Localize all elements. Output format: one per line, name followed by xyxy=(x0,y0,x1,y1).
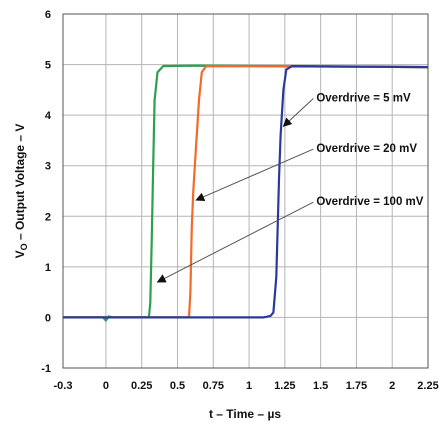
series-line-3 xyxy=(63,65,429,319)
y-tick-label: 4 xyxy=(45,110,52,122)
series-line-2 xyxy=(63,65,429,319)
y-tick-label: -1 xyxy=(41,363,51,375)
annotation-label: Overdrive = 20 mV xyxy=(316,143,417,155)
y-tick-label: 3 xyxy=(45,161,51,173)
x-tick-label: -0.3 xyxy=(54,380,73,392)
plot-area xyxy=(63,14,428,368)
y-tick-labels: -1 0 1 2 3 4 5 6 xyxy=(41,9,52,375)
x-tick-label: 0.25 xyxy=(131,380,152,392)
annotation-arrow xyxy=(195,148,314,201)
x-tick-label: 1 xyxy=(246,380,252,392)
x-axis-title: t – Time – µs xyxy=(209,407,281,421)
y-tick-label: 6 xyxy=(45,9,51,21)
y-tick-label: 0 xyxy=(45,312,51,324)
plot-frame xyxy=(62,13,429,369)
x-tick-label: 2 xyxy=(389,380,395,392)
y-axis-title-main: V xyxy=(13,250,27,258)
series-group xyxy=(63,64,429,322)
x-tick-label: 0.75 xyxy=(203,380,224,392)
x-tick-labels: -0.3 0 0.25 0.5 0.75 1 1.25 1.5 1.75 2 2.25 xyxy=(54,380,439,392)
x-tick-label: 0 xyxy=(103,380,109,392)
y-axis-title-rest: – Output Voltage – V xyxy=(13,124,27,244)
y-axis-title-sub: O xyxy=(19,243,29,250)
annotation-arrow xyxy=(282,98,314,127)
x-tick-label: 0.5 xyxy=(170,380,185,392)
y-tick-label: 1 xyxy=(45,262,51,274)
x-tick-label: 2.25 xyxy=(417,380,438,392)
x-tick-label: 1.25 xyxy=(274,380,295,392)
series-line-1 xyxy=(63,64,429,322)
x-tick-label: 1.75 xyxy=(346,380,367,392)
annotation-label: Overdrive = 100 mV xyxy=(316,196,423,208)
annotation-arrow xyxy=(156,201,314,283)
y-axis-title: VO – Output Voltage – V xyxy=(13,124,29,259)
annotation-label: Overdrive = 5 mV xyxy=(316,92,411,104)
x-tick-label: 1.5 xyxy=(313,380,328,392)
y-tick-label: 2 xyxy=(45,211,51,223)
annotation-group: Overdrive = 5 mV Overdrive = 20 mV Overdri… xyxy=(156,92,424,283)
y-tick-label: 5 xyxy=(45,60,51,72)
